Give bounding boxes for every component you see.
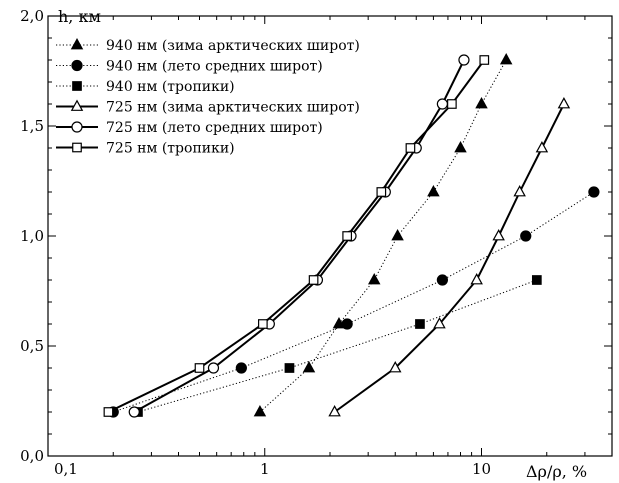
legend-marker	[72, 81, 82, 91]
data-point	[376, 187, 387, 197]
data-point	[128, 406, 140, 418]
data-point	[458, 54, 470, 66]
data-point	[436, 274, 448, 286]
x-axis-label: Δρ/ρ, %	[526, 462, 587, 481]
legend: 940 нм (зима арктических широт) 940 нм (л…	[56, 38, 360, 157]
legend-marker	[70, 38, 84, 50]
data-point	[341, 318, 353, 330]
legend-label: 940 нм (тропики)	[106, 79, 235, 95]
legend-label: 725 нм (лето средних широт)	[106, 120, 323, 136]
series-2	[133, 275, 542, 417]
x-tick-label: 0,1	[54, 460, 78, 478]
x-tick-label: 1	[260, 460, 270, 478]
data-point	[207, 362, 220, 374]
series-line	[113, 191, 595, 413]
series-0	[253, 53, 513, 417]
legend-entry: 940 нм (лето средних широт)	[56, 59, 323, 75]
data-point	[368, 273, 381, 285]
data-point	[194, 363, 205, 373]
data-point	[389, 361, 402, 373]
data-point	[588, 186, 600, 198]
y-tick-label: 0,5	[20, 337, 44, 355]
data-point	[328, 405, 341, 417]
series-5	[103, 55, 490, 417]
y-tick-label: 0,0	[20, 447, 44, 465]
legend-entry: 940 нм (тропики)	[56, 79, 235, 95]
series-1	[107, 186, 600, 418]
data-point	[433, 317, 446, 329]
data-point	[257, 319, 268, 329]
legend-entry: 940 нм (зима арктических широт)	[56, 38, 360, 54]
data-point	[479, 55, 490, 65]
y-tick-label: 1,0	[20, 227, 44, 245]
data-point	[475, 97, 488, 109]
y-tick-label: 2,0	[20, 7, 44, 25]
data-point	[302, 361, 316, 373]
data-point	[342, 231, 353, 241]
legend-label: 725 нм (тропики)	[106, 141, 235, 157]
series-3	[328, 97, 571, 417]
data-point	[391, 229, 404, 241]
data-point	[535, 141, 549, 153]
data-point	[103, 407, 114, 417]
legend-entry: 725 нм (зима арктических широт)	[56, 100, 360, 116]
legend-label: 940 нм (зима арктических широт)	[106, 38, 360, 54]
series-line	[334, 103, 565, 413]
x-tick-label: 10	[472, 460, 491, 478]
data-point	[531, 275, 542, 285]
y-tick-label: 1,5	[20, 117, 44, 135]
series-layer	[103, 53, 600, 418]
data-point	[332, 317, 346, 329]
y-axis-label: h, км	[58, 7, 101, 26]
data-point	[308, 275, 319, 285]
data-point	[470, 273, 483, 285]
legend-label: 940 нм (лето средних широт)	[106, 59, 323, 75]
legend-entry: 725 нм (тропики)	[56, 141, 235, 157]
data-point	[427, 185, 440, 197]
data-point	[557, 97, 571, 109]
data-point	[253, 405, 267, 417]
data-point	[492, 229, 505, 241]
data-point	[284, 363, 295, 373]
data-point	[520, 230, 532, 242]
data-point	[513, 185, 526, 197]
data-point	[415, 319, 425, 329]
data-point	[454, 141, 467, 153]
data-point	[436, 98, 448, 110]
legend-marker	[70, 99, 84, 111]
series-line	[137, 279, 537, 413]
legend-entry: 725 нм (лето средних широт)	[56, 120, 323, 136]
legend-marker	[72, 142, 82, 153]
data-point	[499, 53, 513, 65]
data-point	[447, 99, 457, 109]
axis-ticks: 0,0 0,5 1,0 1,5 2,0 0,1 1 10	[20, 7, 613, 478]
data-point	[235, 362, 247, 374]
legend-label: 725 нм (зима арктических широт)	[106, 100, 360, 116]
legend-marker	[71, 59, 83, 72]
legend-marker	[71, 121, 83, 133]
data-point	[405, 143, 416, 153]
